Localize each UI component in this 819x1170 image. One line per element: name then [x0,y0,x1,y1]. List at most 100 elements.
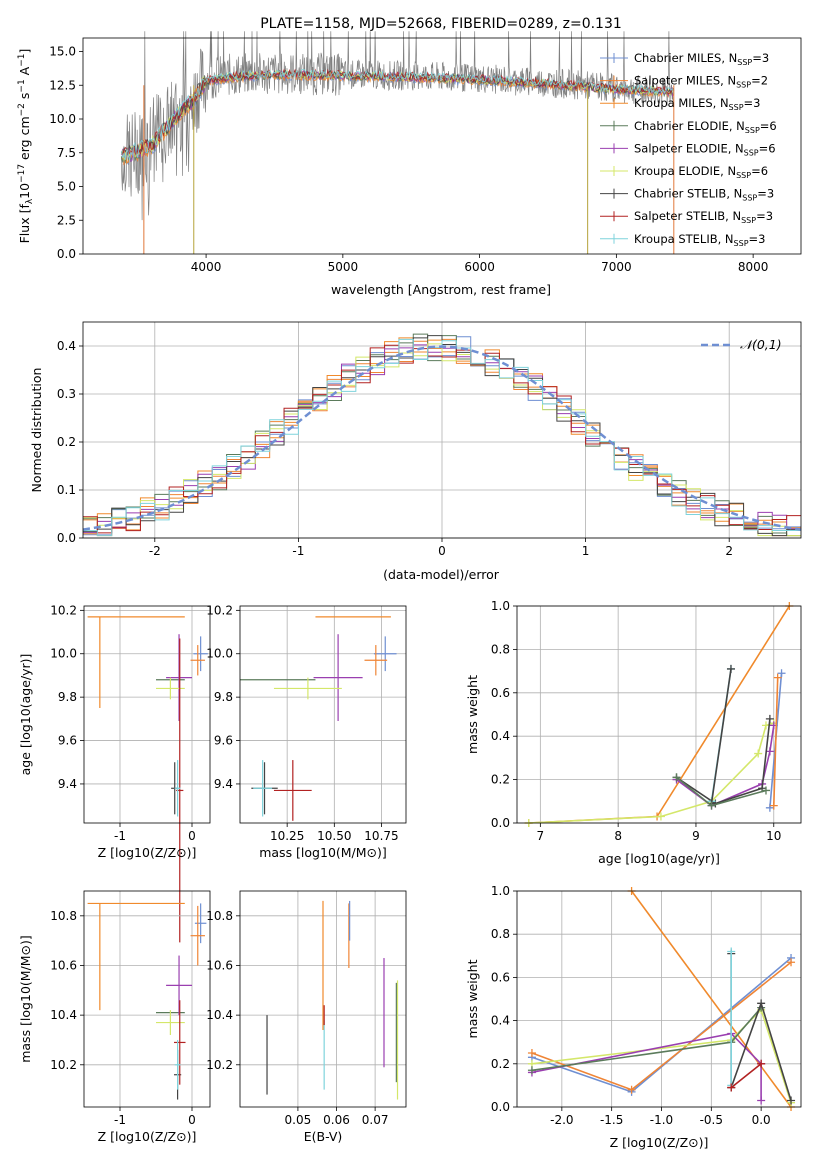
y-tick-label: 10.2 [206,1058,233,1072]
x-tick-label: 0.06 [323,1113,350,1127]
y-tick-label: 10.8 [206,909,233,923]
y-tick-label: 10.4 [50,1008,77,1022]
series-marker [765,747,774,756]
legend-label: Salpeter MILES, NSSP=2 [634,74,768,90]
y-axis-label: Normed distribution [29,368,44,493]
legend-label: Kroupa MILES, NSSP=3 [634,96,760,112]
y-tick-label: 15.0 [49,45,76,59]
x-tick-label: 0 [438,544,446,558]
y-tick-label: 10.6 [206,958,233,972]
y-tick-label: 10.6 [50,958,77,972]
y-tick-label: 1.0 [491,599,510,613]
x-axis-label: Z [log10(Z/Z⊙)] [610,1135,709,1150]
axes-frame [82,321,802,539]
series-line-0 [528,605,790,824]
y-tick-label: 9.8 [214,690,233,704]
legend-label: Salpeter ELODIE, NSSP=6 [634,141,776,157]
axes-frame [82,37,802,255]
x-tick-label: 5000 [328,260,359,274]
chart-title: PLATE=1158, MJD=52668, FIBERID=0289, z=0… [260,16,622,32]
x-axis-label: age [log10(age/yr)] [598,851,720,866]
series-marker [672,773,681,782]
series-line-4 [531,1032,762,1101]
y-tick-label: 0.0 [491,1100,510,1114]
axes-frame [83,890,211,1108]
x-tick-label: -1 [114,829,126,843]
y-axis-label: mass weight [465,959,480,1038]
series-line-8 [730,1063,762,1089]
series-marker [787,1096,796,1105]
y-tick-label: 0.0 [57,247,76,261]
x-axis-label: mass [log10(M/M⊙)] [259,845,387,860]
series-line-5 [710,668,732,804]
y-tick-label: 10.8 [50,909,77,923]
y-tick-label: 9.8 [58,690,77,704]
x-tick-label: 1 [582,544,590,558]
legend-label: Kroupa ELODIE, NSSP=6 [634,164,768,180]
x-tick-label: 0.07 [362,1113,389,1127]
legend-label: Chabrier MILES, NSSP=3 [634,51,769,67]
x-tick-label: 4000 [191,260,222,274]
y-tick-label: 10.2 [50,1058,77,1072]
series-marker [754,749,763,758]
series-marker [769,801,778,810]
y-tick-label: 0.2 [491,773,510,787]
y-tick-label: 9.6 [58,734,77,748]
normal-curve [82,345,802,531]
x-tick-label: 10.25 [270,829,304,843]
x-tick-label: 9 [692,829,700,843]
legend-label: Chabrier ELODIE, NSSP=6 [634,119,777,135]
series-marker [773,673,782,682]
series-line-2 [630,890,792,1108]
axes-frame [83,605,211,824]
y-axis-label: mass [log10(M/M⊙)] [18,935,33,1063]
legend-label: Salpeter STELIB, NSSP=3 [634,209,773,225]
x-tick-label: 8 [614,829,622,843]
y-tick-label: 0.4 [491,1014,510,1028]
x-tick-label: -1 [292,544,304,558]
y-tick-label: 10.0 [50,647,77,661]
series-marker [656,812,665,821]
series-line-3 [676,718,771,805]
x-tick-label: -2 [149,544,161,558]
y-tick-label: 9.6 [214,734,233,748]
axes-frame [239,605,407,824]
x-axis-label: Z [log10(Z/Z⊙)] [98,1129,197,1144]
x-tick-label: 8000 [738,260,769,274]
series-line-1 [528,722,775,824]
x-tick-label: -2.0 [550,1113,573,1127]
series-marker [707,801,716,810]
series-marker [527,1049,536,1057]
x-axis-label: wavelength [Angstrom, rest frame] [331,282,551,297]
x-axis-label: E(B-V) [304,1129,343,1144]
y-tick-label: 0.1 [57,483,76,497]
y-tick-label: 9.4 [214,777,233,791]
y-tick-label: 10.2 [206,603,233,617]
model-spectrum-7 [120,68,675,158]
y-tick-label: 0.6 [491,686,510,700]
x-tick-label: 10 [766,829,781,843]
y-tick-label: 7.5 [57,146,76,160]
series-marker [627,1085,636,1094]
y-tick-label: 10.0 [206,647,233,661]
y-tick-label: 0.8 [491,642,510,656]
model-spectrum-8 [120,68,675,161]
x-tick-label: -0.5 [700,1113,723,1127]
axes-frame [516,890,802,1108]
y-tick-label: 0.0 [491,816,510,830]
legend-label: 𝒩(0,1) [740,337,782,352]
residual-histogram-8 [83,338,801,537]
x-axis-label: Z [log10(Z/Z⊙)] [98,845,197,860]
y-axis-label: age [log10(age/yr)] [18,654,33,776]
y-axis-label: mass weight [465,675,480,754]
x-tick-label: 0 [188,1113,196,1127]
series-marker [726,664,735,673]
legend-label: Kroupa STELIB, NSSP=3 [634,232,765,248]
series-marker [727,1083,736,1092]
x-tick-label: 2 [725,544,733,558]
x-tick-label: 0 [188,829,196,843]
y-tick-label: 5.0 [57,180,76,194]
series-marker [757,999,766,1008]
series-line-2 [676,725,775,807]
axes-frame [516,605,802,824]
